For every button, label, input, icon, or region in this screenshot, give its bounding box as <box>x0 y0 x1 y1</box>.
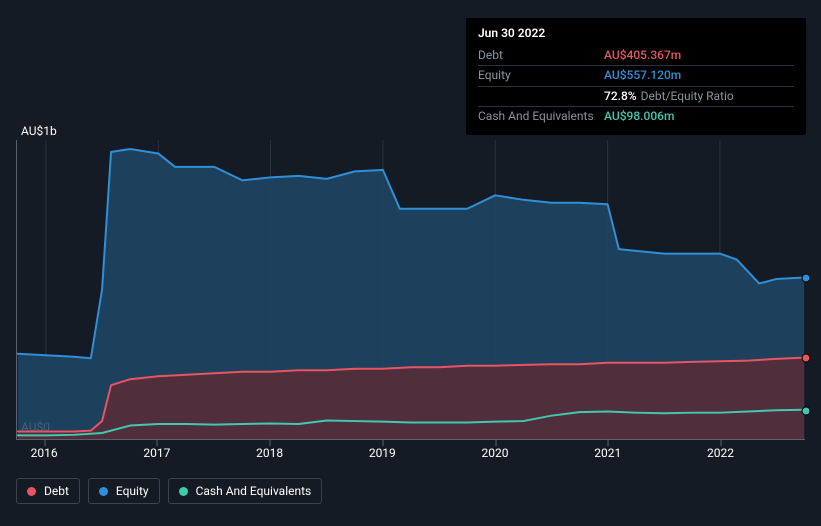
plot-area[interactable] <box>16 140 805 440</box>
legend-item[interactable]: Cash And Equivalents <box>168 478 323 504</box>
legend-item[interactable]: Debt <box>16 478 80 504</box>
series-end-marker <box>802 274 811 283</box>
x-axis-tick-label: 2021 <box>594 446 621 460</box>
tooltip-row: 72.8%Debt/Equity Ratio <box>478 86 794 107</box>
x-axis-tick-label: 2019 <box>369 446 396 460</box>
x-axis-tick-label: 2016 <box>31 446 58 460</box>
chart-tooltip: Jun 30 2022 DebtAU$405.367mEquityAU$557.… <box>466 18 806 135</box>
legend-label: Cash And Equivalents <box>196 484 312 498</box>
x-axis-tick: 2018 <box>256 446 283 460</box>
tooltip-label: Debt <box>478 48 604 64</box>
legend-label: Debt <box>44 484 69 498</box>
x-axis-tick-label: 2022 <box>707 446 734 460</box>
x-axis-tick-label: 2020 <box>482 446 509 460</box>
tooltip-label: Equity <box>478 68 604 84</box>
tooltip-label: Cash And Equivalents <box>478 109 604 125</box>
x-axis-tick: 2021 <box>594 446 621 460</box>
tooltip-value: AU$98.006m <box>604 109 674 125</box>
tooltip-value: AU$405.367m <box>604 48 681 64</box>
tooltip-value: AU$557.120m <box>604 68 681 84</box>
tooltip-row: Cash And EquivalentsAU$98.006m <box>478 106 794 127</box>
legend: Debt Equity Cash And Equivalents <box>16 478 322 504</box>
series-end-marker <box>802 354 811 363</box>
tooltip-row: DebtAU$405.367m <box>478 46 794 66</box>
x-axis-tick-label: 2017 <box>143 446 170 460</box>
series-end-marker <box>802 406 811 415</box>
x-axis-tick: 2017 <box>143 446 170 460</box>
legend-label: Equity <box>116 484 149 498</box>
x-axis-tick: 2022 <box>707 446 734 460</box>
x-axis-tick: 2019 <box>369 446 396 460</box>
x-axis-tick: 2020 <box>482 446 509 460</box>
tooltip-row: EquityAU$557.120m <box>478 65 794 86</box>
tooltip-value: 72.8% <box>604 89 637 105</box>
legend-swatch <box>27 487 36 496</box>
x-axis-tick: 2016 <box>31 446 58 460</box>
chart-svg <box>17 140 805 439</box>
legend-swatch <box>99 487 108 496</box>
tooltip-label <box>478 89 604 105</box>
tooltip-sublabel: Debt/Equity Ratio <box>641 89 734 105</box>
chart-root: Jun 30 2022 DebtAU$405.367mEquityAU$557.… <box>0 0 821 526</box>
x-axis-tick-label: 2018 <box>256 446 283 460</box>
legend-swatch <box>179 487 188 496</box>
tooltip-date: Jun 30 2022 <box>478 26 794 42</box>
y-axis-label-top: AU$1b <box>21 124 57 138</box>
legend-item[interactable]: Equity <box>88 478 160 504</box>
